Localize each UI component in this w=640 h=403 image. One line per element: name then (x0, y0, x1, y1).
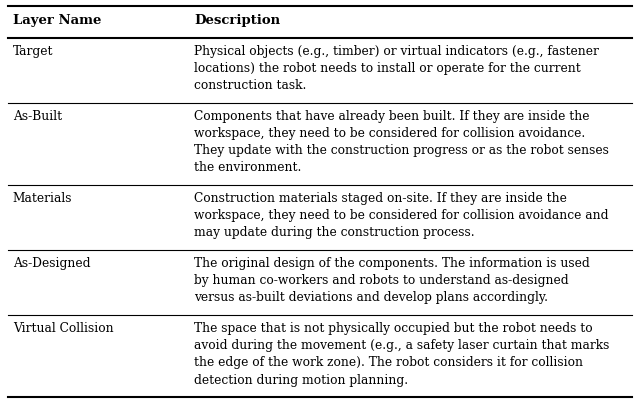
Text: may update during the construction process.: may update during the construction proce… (194, 226, 474, 239)
Text: Physical objects (e.g., timber) or virtual indicators (e.g., fastener: Physical objects (e.g., timber) or virtu… (194, 45, 599, 58)
Text: by human co-workers and robots to understand as-designed: by human co-workers and robots to unders… (194, 274, 568, 287)
Text: Materials: Materials (13, 192, 72, 205)
Text: Target: Target (13, 45, 53, 58)
Text: versus as-built deviations and develop plans accordingly.: versus as-built deviations and develop p… (194, 291, 548, 304)
Text: The space that is not physically occupied but the robot needs to: The space that is not physically occupie… (194, 322, 593, 335)
Text: construction task.: construction task. (194, 79, 307, 92)
Text: Layer Name: Layer Name (13, 14, 101, 27)
Text: As-Designed: As-Designed (13, 257, 90, 270)
Text: workspace, they need to be considered for collision avoidance.: workspace, they need to be considered fo… (194, 127, 585, 140)
Text: locations) the robot needs to install or operate for the current: locations) the robot needs to install or… (194, 62, 580, 75)
Text: Description: Description (194, 14, 280, 27)
Text: Components that have already been built. If they are inside the: Components that have already been built.… (194, 110, 589, 123)
Text: They update with the construction progress or as the robot senses: They update with the construction progre… (194, 144, 609, 157)
Text: the edge of the work zone). The robot considers it for collision: the edge of the work zone). The robot co… (194, 356, 583, 369)
Text: As-Built: As-Built (13, 110, 62, 123)
Text: The original design of the components. The information is used: The original design of the components. T… (194, 257, 589, 270)
Text: Virtual Collision: Virtual Collision (13, 322, 113, 335)
Text: workspace, they need to be considered for collision avoidance and: workspace, they need to be considered fo… (194, 209, 609, 222)
Text: detection during motion planning.: detection during motion planning. (194, 374, 408, 386)
Text: Construction materials staged on-site. If they are inside the: Construction materials staged on-site. I… (194, 192, 567, 205)
Text: avoid during the movement (e.g., a safety laser curtain that marks: avoid during the movement (e.g., a safet… (194, 339, 609, 352)
Text: the environment.: the environment. (194, 162, 301, 174)
